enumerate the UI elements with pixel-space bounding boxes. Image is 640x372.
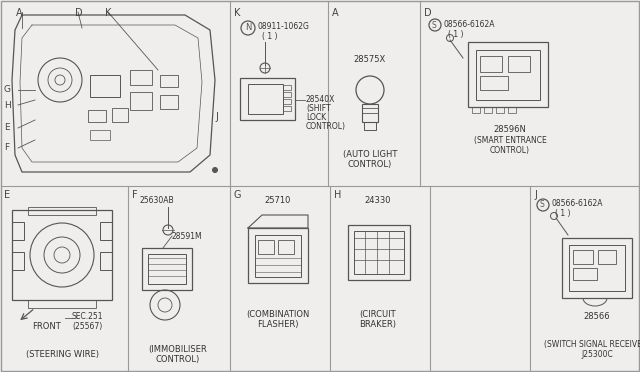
Text: F: F	[4, 144, 9, 153]
Text: ( 1 ): ( 1 )	[555, 209, 570, 218]
Bar	[508, 107, 516, 113]
Text: 08566-6162A: 08566-6162A	[551, 199, 602, 208]
Text: G: G	[4, 86, 11, 94]
Text: J: J	[215, 112, 218, 122]
Bar	[255, 235, 301, 277]
Text: (AUTO LIGHT: (AUTO LIGHT	[343, 150, 397, 159]
Text: CONTROL): CONTROL)	[306, 122, 346, 131]
Bar	[248, 228, 308, 283]
Text: ( 1 ): ( 1 )	[262, 32, 278, 41]
Bar	[573, 250, 593, 264]
Text: 25710: 25710	[265, 196, 291, 205]
Text: 28575X: 28575X	[354, 55, 386, 64]
Text: CONTROL): CONTROL)	[348, 160, 392, 169]
Bar	[569, 245, 625, 291]
Text: S: S	[432, 21, 436, 30]
Text: BRAKER): BRAKER)	[360, 320, 397, 329]
Bar	[278, 240, 294, 254]
Text: LOCK: LOCK	[306, 113, 326, 122]
Text: FRONT: FRONT	[32, 322, 61, 331]
Text: 25630AB: 25630AB	[140, 196, 175, 205]
Bar	[90, 130, 110, 140]
Bar	[112, 108, 128, 122]
Bar	[90, 75, 120, 97]
Text: D: D	[75, 8, 83, 18]
Bar	[598, 250, 616, 264]
Text: H: H	[334, 190, 341, 200]
Text: J25300C: J25300C	[581, 350, 613, 359]
Bar	[480, 56, 502, 72]
Bar	[496, 107, 504, 113]
Text: N: N	[245, 23, 252, 32]
Bar	[283, 92, 291, 97]
Bar	[100, 222, 112, 240]
Text: (SHIFT: (SHIFT	[306, 104, 331, 113]
Text: E: E	[4, 190, 10, 200]
Text: 08911-1062G: 08911-1062G	[257, 22, 309, 31]
Bar	[100, 252, 112, 270]
Text: K: K	[105, 8, 111, 18]
Bar	[240, 78, 295, 120]
Bar	[12, 210, 112, 300]
Bar	[130, 70, 152, 85]
Text: (SMART ENTRANCE: (SMART ENTRANCE	[474, 136, 547, 145]
Bar	[480, 76, 508, 90]
Bar	[148, 254, 186, 284]
Bar	[468, 42, 548, 107]
Bar	[573, 268, 597, 280]
Bar	[248, 84, 283, 114]
Text: 28591M: 28591M	[172, 232, 203, 241]
Bar	[12, 222, 24, 240]
Text: 28540X: 28540X	[306, 95, 335, 104]
Text: S: S	[540, 200, 545, 209]
Text: H: H	[4, 100, 11, 109]
Bar	[508, 56, 530, 72]
Text: (IMMOBILISER: (IMMOBILISER	[148, 345, 207, 354]
Text: (COMBINATION: (COMBINATION	[246, 310, 310, 319]
Bar	[283, 99, 291, 104]
Bar	[130, 92, 152, 110]
Text: A: A	[16, 8, 22, 18]
Text: E: E	[4, 124, 10, 132]
Bar	[472, 107, 480, 113]
Bar	[160, 75, 178, 87]
Bar	[160, 95, 178, 109]
Text: A: A	[332, 8, 339, 18]
Bar	[348, 225, 410, 280]
Bar	[362, 104, 378, 122]
Text: (CIRCUIT: (CIRCUIT	[360, 310, 396, 319]
Text: 28566: 28566	[584, 312, 611, 321]
Text: 24330: 24330	[365, 196, 391, 205]
Text: (STEERING WIRE): (STEERING WIRE)	[26, 350, 99, 359]
Bar	[354, 231, 404, 274]
Text: SEC.251: SEC.251	[72, 312, 104, 321]
Bar	[562, 238, 632, 298]
Text: F: F	[132, 190, 138, 200]
Text: CONTROL): CONTROL)	[156, 355, 200, 364]
Bar	[258, 240, 274, 254]
Text: D: D	[424, 8, 431, 18]
Bar	[484, 107, 492, 113]
Text: ( 1 ): ( 1 )	[448, 30, 463, 39]
Text: 08566-6162A: 08566-6162A	[443, 20, 495, 29]
Bar	[28, 207, 96, 215]
Text: K: K	[234, 8, 241, 18]
Text: G: G	[234, 190, 241, 200]
Text: (25567): (25567)	[72, 322, 102, 331]
Text: (SWITCH SIGNAL RECEIVER): (SWITCH SIGNAL RECEIVER)	[544, 340, 640, 349]
Text: FLASHER): FLASHER)	[257, 320, 299, 329]
Bar	[283, 106, 291, 111]
Bar	[364, 122, 376, 130]
Bar	[142, 248, 192, 290]
Bar	[28, 300, 96, 308]
Circle shape	[212, 167, 218, 173]
Bar	[88, 110, 106, 122]
Bar	[12, 252, 24, 270]
Text: 28596N: 28596N	[493, 125, 527, 134]
Bar	[283, 85, 291, 90]
Bar	[476, 50, 540, 100]
Text: CONTROL): CONTROL)	[490, 146, 530, 155]
Text: J: J	[534, 190, 537, 200]
